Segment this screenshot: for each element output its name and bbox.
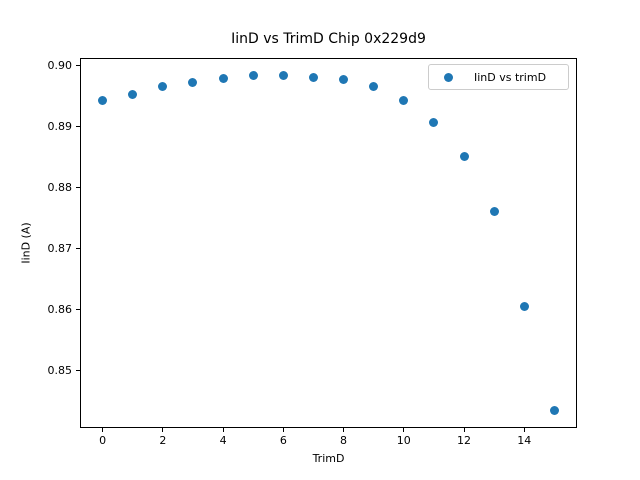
data-point [459,151,469,161]
x-tick-label: 14 [517,434,532,447]
x-tick-label: 6 [279,434,287,447]
data-point [278,70,288,80]
x-tick-mark [162,428,164,432]
x-tick-mark [222,428,224,432]
x-tick-label: 12 [457,434,472,447]
legend-label: IinD vs trimD [474,70,547,84]
x-tick-mark [102,428,104,432]
y-tick-label: 0.86 [47,302,73,316]
y-tick-label: 0.90 [47,58,73,72]
data-point [339,75,349,85]
data-point [429,117,439,127]
data-point [158,82,168,92]
data-point [549,406,559,416]
data-point [218,74,228,84]
legend: IinD vs trimD [428,64,569,90]
y-tick-mark [76,187,80,189]
x-tick-label: 10 [396,434,411,447]
x-tick-mark [463,428,465,432]
data-point [489,207,499,217]
data-point [369,81,379,91]
plot-area [80,58,577,428]
data-point [519,302,529,312]
y-tick-mark [76,370,80,372]
y-tick-mark [76,309,80,311]
y-tick-label: 0.89 [47,119,73,133]
y-tick-label: 0.88 [47,180,73,194]
y-tick-mark [76,65,80,67]
data-point [188,77,198,87]
x-tick-mark [403,428,405,432]
x-tick-mark [343,428,345,432]
x-tick-mark [282,428,284,432]
y-tick-mark [76,248,80,250]
x-tick-label: 8 [340,434,348,447]
chart-title: IinD vs TrimD Chip 0x229d9 [231,31,426,47]
x-tick-mark [523,428,525,432]
x-tick-label: 2 [159,434,167,447]
x-axis-label: TrimD [312,452,345,465]
data-point [308,73,318,82]
data-point [399,95,409,105]
legend-marker-dot [444,72,453,82]
y-tick-label: 0.85 [47,363,73,377]
y-tick-mark [76,126,80,128]
data-point [248,71,258,81]
y-tick-label: 0.87 [47,241,73,255]
x-tick-label: 4 [219,434,227,447]
data-point [98,95,108,105]
data-point [128,90,138,100]
x-tick-label: 0 [99,434,107,447]
